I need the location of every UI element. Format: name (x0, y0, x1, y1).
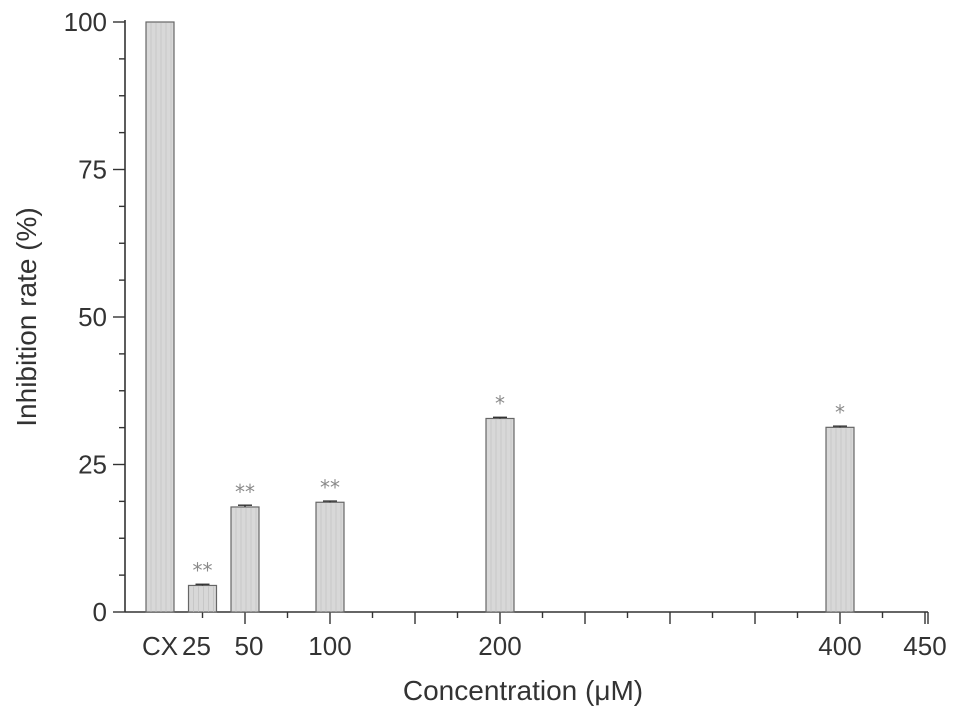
x-tick-label-cx: CX (142, 631, 178, 661)
y-tick-label: 50 (78, 302, 107, 332)
x-tick-label: 400 (818, 631, 861, 661)
significance-marker: * (835, 400, 845, 424)
x-axis-title: Concentration (μM) (403, 675, 643, 706)
significance-marker: * (495, 391, 505, 415)
x-tick-label: 50 (235, 631, 264, 661)
x-tick-label: 25 (182, 631, 211, 661)
bar-cx (145, 21, 175, 613)
y-tick-label: 0 (93, 597, 107, 627)
y-tick-label: 25 (78, 450, 107, 480)
significance-marker: ** (235, 480, 255, 504)
bar-50 (230, 506, 260, 613)
significance-marker: ** (193, 558, 213, 582)
x-tick-label: 100 (308, 631, 351, 661)
y-tick-label: 100 (64, 7, 107, 37)
x-tick-label: 450 (903, 631, 946, 661)
significance-marker: ** (320, 475, 340, 499)
x-tick-label: 200 (478, 631, 521, 661)
bar-25 (187, 584, 218, 613)
bar-200 (485, 417, 515, 613)
y-axis-title: Inhibition rate (%) (11, 207, 42, 426)
bar-100 (315, 501, 345, 613)
y-tick-label: 75 (78, 155, 107, 185)
bar-400 (825, 426, 855, 613)
